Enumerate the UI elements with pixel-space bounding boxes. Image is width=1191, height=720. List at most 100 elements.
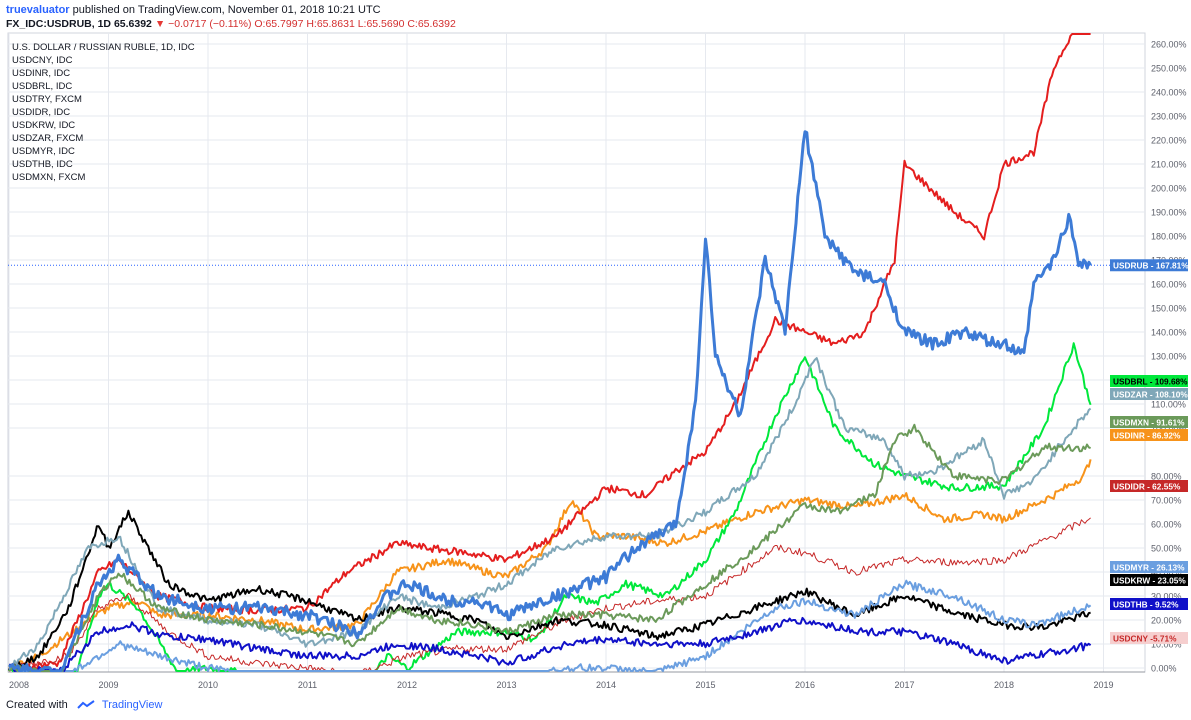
- value-badge-bg: [1110, 561, 1188, 573]
- legend-entry[interactable]: USDTRY, FXCM: [12, 94, 82, 105]
- y-tick-label: 200.00%: [1151, 184, 1187, 194]
- chart-title: U.S. DOLLAR / RUSSIAN RUBLE, 1D, IDC: [12, 42, 195, 53]
- value-badge-bg: [1110, 388, 1188, 400]
- series-line-usdidr: [8, 517, 1091, 672]
- x-tick-label: 2018: [994, 680, 1014, 690]
- y-tick-label: 260.00%: [1151, 40, 1187, 50]
- value-badge-label: USDTHB - 9.52%: [1113, 599, 1179, 609]
- header-line-2: FX_IDC:USDRUB, 1D 65.6392 ▼ −0.0717 (−0.…: [6, 17, 456, 31]
- value-badge-usdinr: USDINR - 86.92%: [1110, 429, 1188, 441]
- x-tick-label: 2008: [9, 680, 29, 690]
- tradingview-logo-icon: [77, 700, 95, 709]
- value-badge-label: USDMXN - 91.61%: [1113, 417, 1185, 427]
- y-tick-label: 160.00%: [1151, 280, 1187, 290]
- legend-entry[interactable]: USDMXN, FXCM: [12, 172, 85, 183]
- x-tick-label: 2017: [894, 680, 914, 690]
- y-tick-label: 250.00%: [1151, 64, 1187, 74]
- legend-entry[interactable]: USDZAR, FXCM: [12, 133, 83, 144]
- y-axis: 260.00% 250.00% 240.00% 230.00% 220.00% 210.0…: [8, 40, 1187, 674]
- y-tick-label: 140.00%: [1151, 328, 1187, 338]
- value-badge-label: USDCNY -5.71%: [1113, 633, 1177, 643]
- symbol-label: FX_IDC:USDRUB, 1D: [6, 18, 112, 30]
- change-value: −0.0717 (−0.11%): [168, 18, 252, 30]
- value-badge-label: USDBRL - 109.68%: [1113, 376, 1188, 386]
- value-badge-bg: [1110, 416, 1188, 428]
- y-tick-label: 100.00%: [1151, 424, 1187, 434]
- chart-header: truevaluator published on TradingView.co…: [6, 3, 456, 31]
- y-tick-label: 190.00%: [1151, 208, 1187, 218]
- value-badge-usdcny: USDCNY -5.71%: [1110, 632, 1188, 644]
- ohlc-values: O:65.7997 H:65.8631 L:65.5690 C:65.6392: [254, 18, 456, 30]
- author-link[interactable]: truevaluator: [6, 4, 70, 16]
- y-tick-label: 150.00%: [1151, 304, 1187, 314]
- series-line-usdmxn: [8, 423, 1091, 672]
- series-group: [8, 33, 1092, 672]
- x-tick-label: 2009: [98, 680, 118, 690]
- value-badge-bg: [1110, 480, 1188, 492]
- series-line-usdzar: [8, 357, 1092, 671]
- y-tick-label: 230.00%: [1151, 112, 1187, 122]
- y-tick-label: 60.00%: [1151, 520, 1182, 530]
- y-tick-label: 220.00%: [1151, 136, 1187, 146]
- down-arrow-icon: ▼: [154, 18, 166, 30]
- x-tick-label: 2011: [298, 680, 317, 690]
- value-badge-label: USDMYR - 26.13%: [1113, 562, 1185, 572]
- x-tick-label: 2013: [496, 680, 516, 690]
- y-tick-label: 0.00%: [1151, 664, 1177, 674]
- x-axis: 2008 2009 2010 2011 2012 2013 2014 2015 2016 2017…: [8, 33, 1114, 690]
- y-tick-label: 50.00%: [1151, 544, 1182, 554]
- y-tick-label: 80.00%: [1151, 472, 1182, 482]
- value-badge-usdrub: USDRUB - 167.81%: [1110, 259, 1189, 272]
- created-with-label: Created with: [6, 699, 68, 711]
- value-badge-label: USDIDR - 62.55%: [1113, 481, 1181, 491]
- footer: Created with TradingView: [6, 699, 162, 711]
- value-badge-label: USDRUB - 167.81%: [1113, 261, 1189, 271]
- value-badge-bg: [1110, 429, 1188, 441]
- y-tick-label: 180.00%: [1151, 232, 1187, 242]
- value-badge-usdmyr: USDMYR - 26.13%: [1110, 561, 1188, 573]
- y-tick-label: 110.00%: [1151, 400, 1186, 410]
- x-tick-label: 2016: [795, 680, 815, 690]
- series-line-usdthb: [8, 616, 1092, 672]
- legend-entry[interactable]: USDCNY, IDC: [12, 55, 73, 66]
- chart-svg[interactable]: 260.00% 250.00% 240.00% 230.00% 220.00% 210.0…: [0, 0, 1191, 700]
- y-tick-label: 70.00%: [1151, 496, 1182, 506]
- header-line-1: truevaluator published on TradingView.co…: [6, 3, 456, 17]
- value-badge-usdzar: USDZAR - 108.10%: [1110, 388, 1188, 400]
- x-tick-label: 2019: [1093, 680, 1113, 690]
- y-tick-label: 210.00%: [1151, 160, 1187, 170]
- value-badge-usdkrw: USDKRW - 23.05%: [1110, 574, 1188, 586]
- value-badge-usdthb: USDTHB - 9.52%: [1110, 598, 1188, 610]
- value-badge-label: USDZAR - 108.10%: [1113, 389, 1188, 399]
- tradingview-link[interactable]: TradingView: [101, 699, 163, 711]
- series-line-usdmyr: [8, 579, 1092, 672]
- legend-entry[interactable]: USDIDR, IDC: [12, 107, 70, 118]
- y-tick-label: 240.00%: [1151, 88, 1187, 98]
- x-tick-label: 2015: [695, 680, 715, 690]
- value-badge-usdmxn: USDMXN - 91.61%: [1110, 416, 1188, 428]
- value-badge-bg: [1110, 632, 1188, 644]
- value-badge-bg: [1110, 574, 1188, 586]
- value-badge-bg: [1110, 598, 1188, 610]
- series-line-usdrub: [8, 130, 1092, 672]
- legend-entry[interactable]: USDKRW, IDC: [12, 120, 75, 131]
- value-badge-usdbrl: USDBRL - 109.68%: [1110, 375, 1188, 387]
- value-badge-bg: [1110, 375, 1188, 387]
- value-badge-label: USDINR - 86.92%: [1113, 430, 1181, 440]
- legend-entry[interactable]: USDINR, IDC: [12, 68, 70, 79]
- y-tick-label: 10.00%: [1151, 640, 1182, 650]
- y-tick-label: 130.00%: [1151, 352, 1187, 362]
- y-tick-label: 20.00%: [1151, 616, 1182, 626]
- published-text: published on TradingView.com, November 0…: [72, 4, 381, 16]
- plot-area: [7, 32, 1146, 673]
- x-tick-label: 2010: [198, 680, 218, 690]
- value-badge-label: USDKRW - 23.05%: [1113, 575, 1186, 585]
- legend-entry[interactable]: USDBRL, IDC: [12, 81, 72, 92]
- last-price: 65.6392: [113, 18, 152, 30]
- legend-entry[interactable]: USDMYR, IDC: [12, 146, 75, 157]
- value-badge-usdidr: USDIDR - 62.55%: [1110, 480, 1188, 492]
- legend-entry[interactable]: USDTHB, IDC: [12, 159, 73, 170]
- x-tick-label: 2014: [596, 680, 616, 690]
- x-tick-label: 2012: [397, 680, 417, 690]
- value-badge-bg: [1110, 259, 1188, 272]
